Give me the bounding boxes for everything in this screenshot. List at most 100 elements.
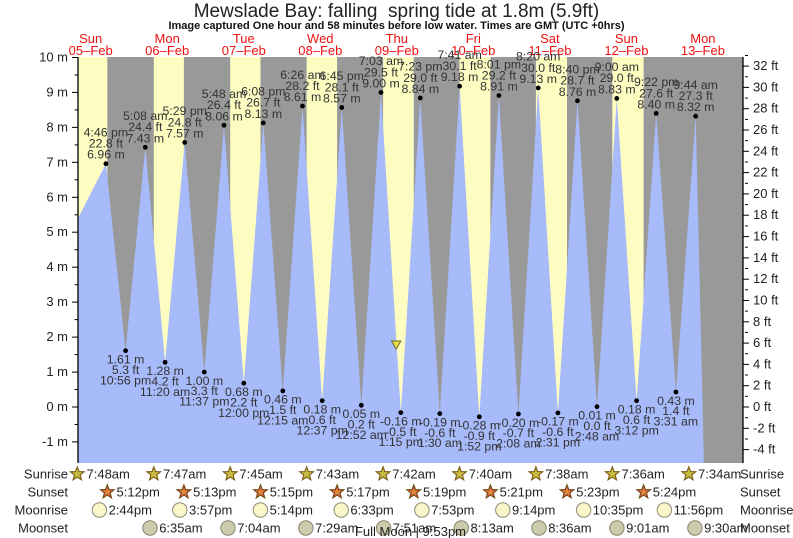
svg-text:8 ft: 8 ft [753, 314, 771, 329]
svg-text:05–Feb: 05–Feb [69, 43, 113, 58]
svg-text:06–Feb: 06–Feb [145, 43, 189, 58]
svg-text:08–Feb: 08–Feb [298, 43, 342, 58]
svg-text:6:33pm: 6:33pm [350, 503, 393, 518]
svg-text:7 m: 7 m [46, 154, 68, 169]
svg-text:Full Moon | 9:53pm: Full Moon | 9:53pm [355, 524, 466, 538]
svg-text:4 m: 4 m [46, 259, 68, 274]
svg-text:2:31 pm: 2:31 pm [536, 436, 580, 450]
svg-text:5:23pm: 5:23pm [576, 485, 619, 500]
svg-text:7:43am: 7:43am [316, 467, 359, 482]
svg-text:26 ft: 26 ft [753, 122, 779, 137]
svg-text:30 ft: 30 ft [753, 79, 779, 94]
svg-text:Sunrise: Sunrise [24, 467, 68, 482]
svg-text:11:56pm: 11:56pm [674, 503, 724, 518]
svg-text:7:42am: 7:42am [392, 467, 435, 482]
svg-text:8.06 m: 8.06 m [205, 109, 243, 123]
svg-text:5:14pm: 5:14pm [270, 503, 313, 518]
svg-text:7:36am: 7:36am [622, 467, 665, 482]
svg-text:Sunset: Sunset [740, 485, 781, 500]
svg-text:Mewslade Bay: falling spring: Mewslade Bay: falling spring tide at 1.8… [194, 1, 600, 22]
svg-text:8.83 m: 8.83 m [598, 82, 636, 96]
svg-text:Moonset: Moonset [18, 521, 68, 536]
svg-text:7.57 m: 7.57 m [166, 126, 204, 140]
svg-text:3:31 am: 3:31 am [654, 415, 698, 429]
svg-text:8.57 m: 8.57 m [323, 92, 361, 106]
svg-text:12–Feb: 12–Feb [604, 43, 648, 58]
svg-text:18 ft: 18 ft [753, 207, 779, 222]
svg-text:5:17pm: 5:17pm [346, 485, 389, 500]
svg-text:Sunset: Sunset [28, 485, 69, 500]
svg-text:7.43 m: 7.43 m [127, 131, 165, 145]
svg-text:2 ft: 2 ft [753, 378, 771, 393]
svg-text:2:08 am: 2:08 am [496, 437, 540, 451]
svg-text:20 ft: 20 ft [753, 186, 779, 201]
svg-text:1:30 am: 1:30 am [418, 436, 462, 450]
svg-text:8.61 m: 8.61 m [284, 90, 322, 104]
svg-text:8:13am: 8:13am [471, 521, 514, 536]
svg-text:6 m: 6 m [46, 189, 68, 204]
svg-text:7:45am: 7:45am [239, 467, 282, 482]
svg-text:9:01am: 9:01am [626, 521, 669, 536]
svg-text:10:35pm: 10:35pm [593, 503, 644, 518]
svg-text:8.32 m: 8.32 m [677, 100, 715, 114]
svg-text:12 ft: 12 ft [753, 271, 779, 286]
svg-text:8.76 m: 8.76 m [559, 85, 597, 99]
svg-text:7:29am: 7:29am [315, 521, 358, 536]
svg-text:9.18 m: 9.18 m [441, 70, 479, 84]
svg-text:3:57pm: 3:57pm [189, 503, 232, 518]
svg-text:7:53pm: 7:53pm [431, 503, 474, 518]
svg-text:22 ft: 22 ft [753, 165, 779, 180]
svg-text:10 ft: 10 ft [753, 293, 779, 308]
svg-text:7:40am: 7:40am [469, 467, 512, 482]
svg-text:3:12 pm: 3:12 pm [614, 423, 658, 437]
svg-text:1:15 pm: 1:15 pm [379, 435, 423, 449]
svg-text:8.13 m: 8.13 m [245, 107, 283, 121]
svg-text:5:12pm: 5:12pm [117, 485, 160, 500]
svg-text:10 m: 10 m [39, 50, 68, 65]
svg-text:24 ft: 24 ft [753, 143, 779, 158]
svg-text:14 ft: 14 ft [753, 250, 779, 265]
svg-text:7:48am: 7:48am [87, 467, 130, 482]
svg-text:8 m: 8 m [46, 119, 68, 134]
svg-text:5:21pm: 5:21pm [500, 485, 543, 500]
svg-text:Moonrise: Moonrise [740, 503, 793, 518]
svg-text:5 m: 5 m [46, 224, 68, 239]
svg-text:2:48 am: 2:48 am [575, 429, 619, 443]
svg-text:2:44pm: 2:44pm [109, 503, 152, 518]
svg-text:1:52 pm: 1:52 pm [457, 439, 501, 453]
svg-text:8.91 m: 8.91 m [480, 80, 518, 94]
svg-text:-1 m: -1 m [42, 434, 68, 449]
svg-text:Moonrise: Moonrise [15, 503, 68, 518]
svg-text:7:47am: 7:47am [163, 467, 206, 482]
svg-text:5:13pm: 5:13pm [193, 485, 236, 500]
svg-text:Moonset: Moonset [740, 521, 790, 536]
svg-text:5:15pm: 5:15pm [270, 485, 313, 500]
svg-text:6.96 m: 6.96 m [87, 148, 125, 162]
svg-text:2 m: 2 m [46, 329, 68, 344]
svg-text:16 ft: 16 ft [753, 229, 779, 244]
svg-text:13–Feb: 13–Feb [681, 43, 725, 58]
svg-text:8.84 m: 8.84 m [402, 82, 440, 96]
svg-text:6:35am: 6:35am [159, 521, 202, 536]
svg-text:0 ft: 0 ft [753, 399, 771, 414]
svg-text:9.13 m: 9.13 m [519, 72, 557, 86]
svg-text:8.40 m: 8.40 m [637, 97, 675, 111]
svg-text:-2 ft: -2 ft [753, 420, 776, 435]
svg-text:7:04am: 7:04am [237, 521, 280, 536]
svg-text:1 m: 1 m [46, 364, 68, 379]
svg-text:-4 ft: -4 ft [753, 442, 776, 457]
svg-text:9:14pm: 9:14pm [512, 503, 555, 518]
svg-text:32 ft: 32 ft [753, 58, 779, 73]
svg-text:9 m: 9 m [46, 84, 68, 99]
svg-text:3 m: 3 m [46, 294, 68, 309]
svg-text:7:34am: 7:34am [698, 467, 741, 482]
svg-text:07–Feb: 07–Feb [222, 43, 266, 58]
svg-text:8:36am: 8:36am [548, 521, 591, 536]
svg-text:5:24pm: 5:24pm [653, 485, 696, 500]
svg-text:0 m: 0 m [46, 399, 68, 414]
svg-text:Sunrise: Sunrise [740, 467, 784, 482]
svg-text:4 ft: 4 ft [753, 356, 771, 371]
svg-text:9.00 m: 9.00 m [362, 76, 400, 90]
svg-text:28 ft: 28 ft [753, 101, 779, 116]
svg-text:7:38am: 7:38am [545, 467, 588, 482]
